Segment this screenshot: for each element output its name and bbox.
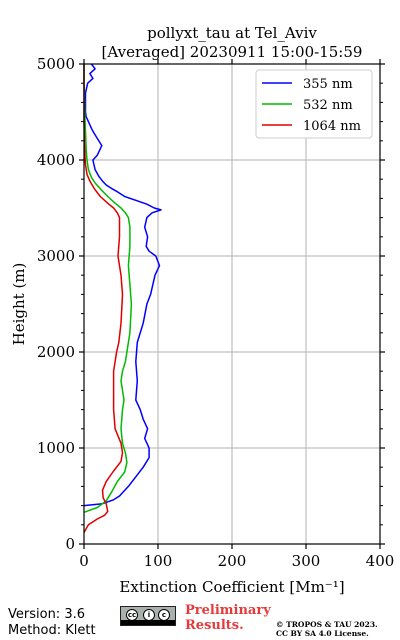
preliminary-line1: Preliminary xyxy=(185,603,271,618)
copyright-line2: CC BY SA 4.0 License. xyxy=(276,629,369,638)
legend-label: 355 nm xyxy=(303,77,353,92)
y-axis-label: Height (m) xyxy=(10,263,28,346)
extinction-profile-chart: pollyxt_tau at Tel_Aviv [Averaged] 20230… xyxy=(10,24,395,596)
x-tick-label: 0 xyxy=(79,552,89,570)
by-icon: i xyxy=(143,609,155,621)
copyright-notice: © TROPOS & TAU 2023. CC BY SA 4.0 Licens… xyxy=(276,620,378,638)
copyright-line1: © TROPOS & TAU 2023. xyxy=(276,620,378,629)
x-axis-label: Extinction Coefficient [Mm⁻¹] xyxy=(119,578,344,596)
x-tick-label: 200 xyxy=(218,552,247,570)
x-tick-label: 100 xyxy=(144,552,173,570)
series-line-532-nm xyxy=(83,64,133,514)
y-tick-label: 2000 xyxy=(37,343,75,361)
chart-title-line1: pollyxt_tau at Tel_Aviv xyxy=(147,24,317,42)
y-tick-label: 1000 xyxy=(37,439,75,457)
version-text: Version: 3.6 xyxy=(8,607,85,622)
y-tick-label: 4000 xyxy=(37,151,75,169)
preliminary-line2: Results. xyxy=(185,618,244,633)
chart-title-line2: [Averaged] 20230911 15:00-15:59 xyxy=(102,43,363,61)
legend-label: 1064 nm xyxy=(303,119,361,134)
y-tick-label: 3000 xyxy=(37,247,75,265)
legend-items: 355 nm 532 nm 1064 nm xyxy=(262,77,361,134)
preliminary-results: Preliminary Results. xyxy=(185,603,271,633)
series-lines xyxy=(83,63,162,533)
cc-license-logo: cc i c xyxy=(120,606,176,626)
x-tick-label: 300 xyxy=(292,552,321,570)
series-line-1064-nm xyxy=(83,64,124,533)
y-tick-label: 5000 xyxy=(37,55,75,73)
series-line-355-nm xyxy=(83,63,162,507)
x-tick-label: 400 xyxy=(366,552,395,570)
cc-strip xyxy=(121,620,175,625)
legend: 355 nm 532 nm 1064 nm xyxy=(255,69,373,139)
y-tick-label: 0 xyxy=(65,535,75,553)
plot-frame xyxy=(83,63,381,545)
sa-icon: c xyxy=(158,609,170,621)
footer-version-method: Version: 3.6 Method: Klett xyxy=(8,607,96,639)
legend-box xyxy=(255,69,373,139)
method-text: Method: Klett xyxy=(8,623,96,638)
legend-label: 532 nm xyxy=(303,98,353,113)
